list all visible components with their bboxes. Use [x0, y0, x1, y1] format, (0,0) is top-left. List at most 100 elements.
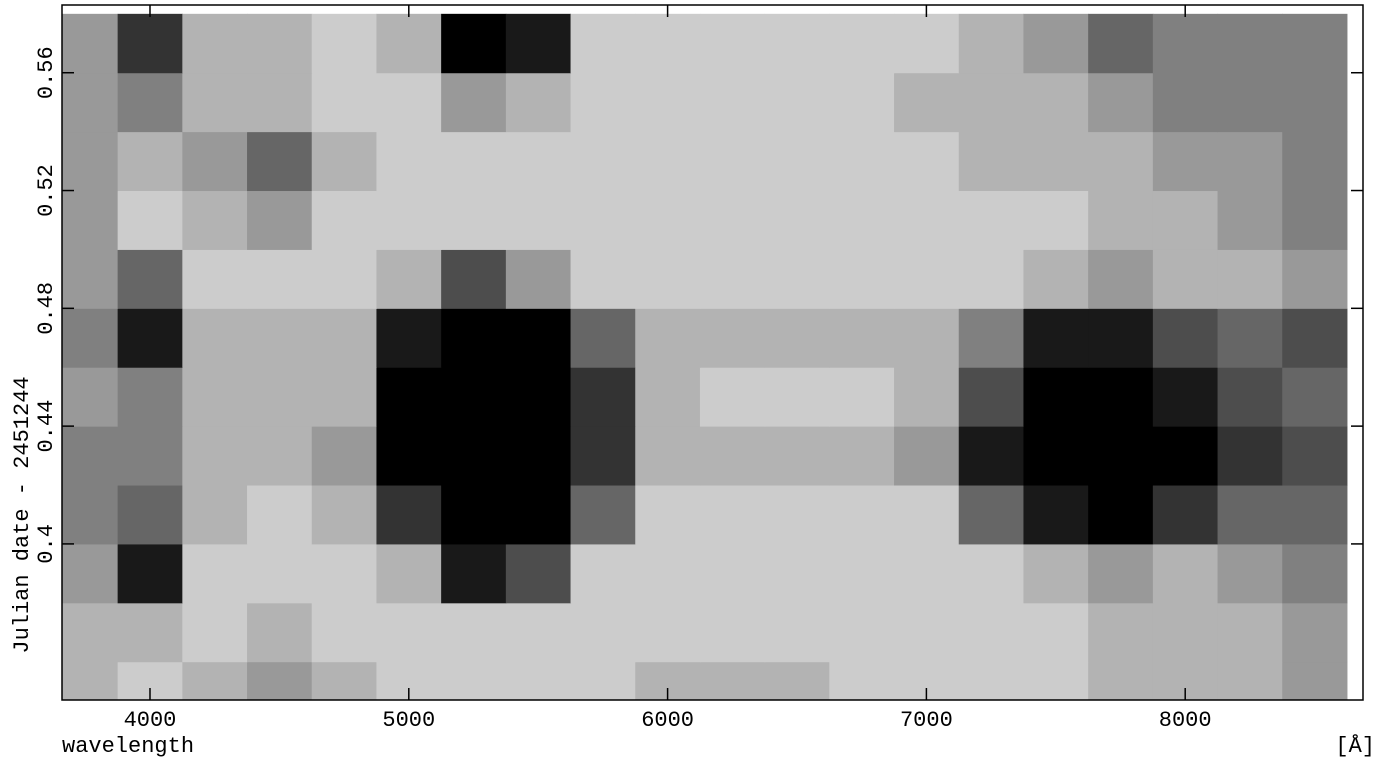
heat-cell — [764, 602, 830, 663]
heat-cell — [117, 249, 183, 309]
heat-cell — [247, 367, 313, 427]
heat-cell — [894, 13, 960, 74]
heat-cell — [62, 308, 119, 368]
heat-cell — [1282, 661, 1348, 700]
heat-cell — [311, 308, 377, 368]
heat-cell — [1282, 13, 1348, 74]
heat-cell — [62, 426, 119, 486]
heat-cell — [1152, 543, 1219, 604]
heat-cell — [1023, 131, 1089, 192]
heat-cell — [699, 308, 766, 368]
heat-cell — [441, 308, 507, 368]
heat-cell — [505, 367, 572, 427]
heat-cell — [1023, 426, 1089, 486]
heat-cell — [1282, 72, 1348, 133]
heat-cell — [570, 308, 636, 368]
heat-cell — [1217, 190, 1283, 250]
heat-cell — [1217, 13, 1283, 74]
heat-cell — [441, 602, 507, 663]
heat-cell — [311, 190, 377, 250]
heat-cell — [247, 131, 313, 192]
heatmap — [62, 13, 1348, 700]
heat-cell — [894, 249, 960, 309]
heat-cell — [1152, 426, 1219, 486]
heat-cell — [699, 602, 766, 663]
heat-cell — [505, 249, 572, 309]
heat-cell — [958, 13, 1024, 74]
heat-cell — [958, 308, 1024, 368]
heat-cell — [311, 543, 377, 604]
heat-cell — [1152, 602, 1219, 663]
heat-cell — [635, 131, 701, 192]
heat-cell — [1152, 308, 1219, 368]
heat-cell — [182, 72, 248, 133]
heat-cell — [764, 367, 830, 427]
heat-cell — [635, 72, 701, 133]
heat-cell — [1023, 543, 1089, 604]
heat-cell — [311, 131, 377, 192]
heat-cell — [441, 367, 507, 427]
heat-cell — [958, 131, 1024, 192]
heat-cell — [1282, 367, 1348, 427]
heat-cell — [1152, 249, 1219, 309]
heat-cell — [62, 190, 119, 250]
heat-cell — [505, 426, 572, 486]
heat-cell — [699, 190, 766, 250]
heat-cell — [699, 661, 766, 700]
x-tick-label: 5000 — [382, 708, 435, 733]
heat-cell — [570, 485, 636, 545]
heat-cell — [699, 249, 766, 309]
heat-cell — [376, 308, 442, 368]
heat-cell — [1282, 485, 1348, 545]
heat-cell — [894, 190, 960, 250]
heat-cell — [1088, 308, 1154, 368]
heat-cell — [699, 13, 766, 74]
heat-cell — [247, 661, 313, 700]
heat-cell — [829, 485, 895, 545]
heat-cell — [764, 426, 830, 486]
heat-cell — [441, 426, 507, 486]
heat-cell — [376, 131, 442, 192]
heat-cell — [958, 190, 1024, 250]
x-tick-label: 7000 — [900, 708, 953, 733]
heat-cell — [182, 249, 248, 309]
heat-cell — [182, 13, 248, 74]
heat-cell — [376, 249, 442, 309]
heat-cell — [699, 543, 766, 604]
heat-cell — [829, 426, 895, 486]
heat-cell — [1217, 308, 1283, 368]
heat-cell — [570, 367, 636, 427]
heat-cell — [829, 249, 895, 309]
heat-cell — [764, 485, 830, 545]
heat-cell — [62, 13, 119, 74]
heat-cell — [1152, 131, 1219, 192]
heat-cell — [117, 13, 183, 74]
heat-cell — [1217, 661, 1283, 700]
heat-cell — [311, 367, 377, 427]
heat-cell — [117, 543, 183, 604]
heat-cell — [829, 602, 895, 663]
heat-cell — [247, 485, 313, 545]
heat-cell — [311, 602, 377, 663]
heat-cell — [570, 426, 636, 486]
heat-cell — [441, 13, 507, 74]
heat-cell — [117, 131, 183, 192]
heat-cell — [62, 367, 119, 427]
heat-cell — [829, 13, 895, 74]
y-tick-label: 0.52 — [34, 164, 59, 217]
heat-cell — [62, 661, 119, 700]
heat-cell — [958, 543, 1024, 604]
heat-cell — [247, 543, 313, 604]
heat-cell — [570, 602, 636, 663]
heat-cell — [894, 543, 960, 604]
heat-cell — [958, 249, 1024, 309]
heat-cell — [570, 543, 636, 604]
heat-cell — [505, 72, 572, 133]
heat-cell — [635, 543, 701, 604]
heat-cell — [1152, 72, 1219, 133]
heat-cell — [441, 485, 507, 545]
heat-cell — [441, 190, 507, 250]
heat-cell — [247, 602, 313, 663]
y-tick-label: 0.56 — [34, 46, 59, 99]
heat-cell — [441, 661, 507, 700]
